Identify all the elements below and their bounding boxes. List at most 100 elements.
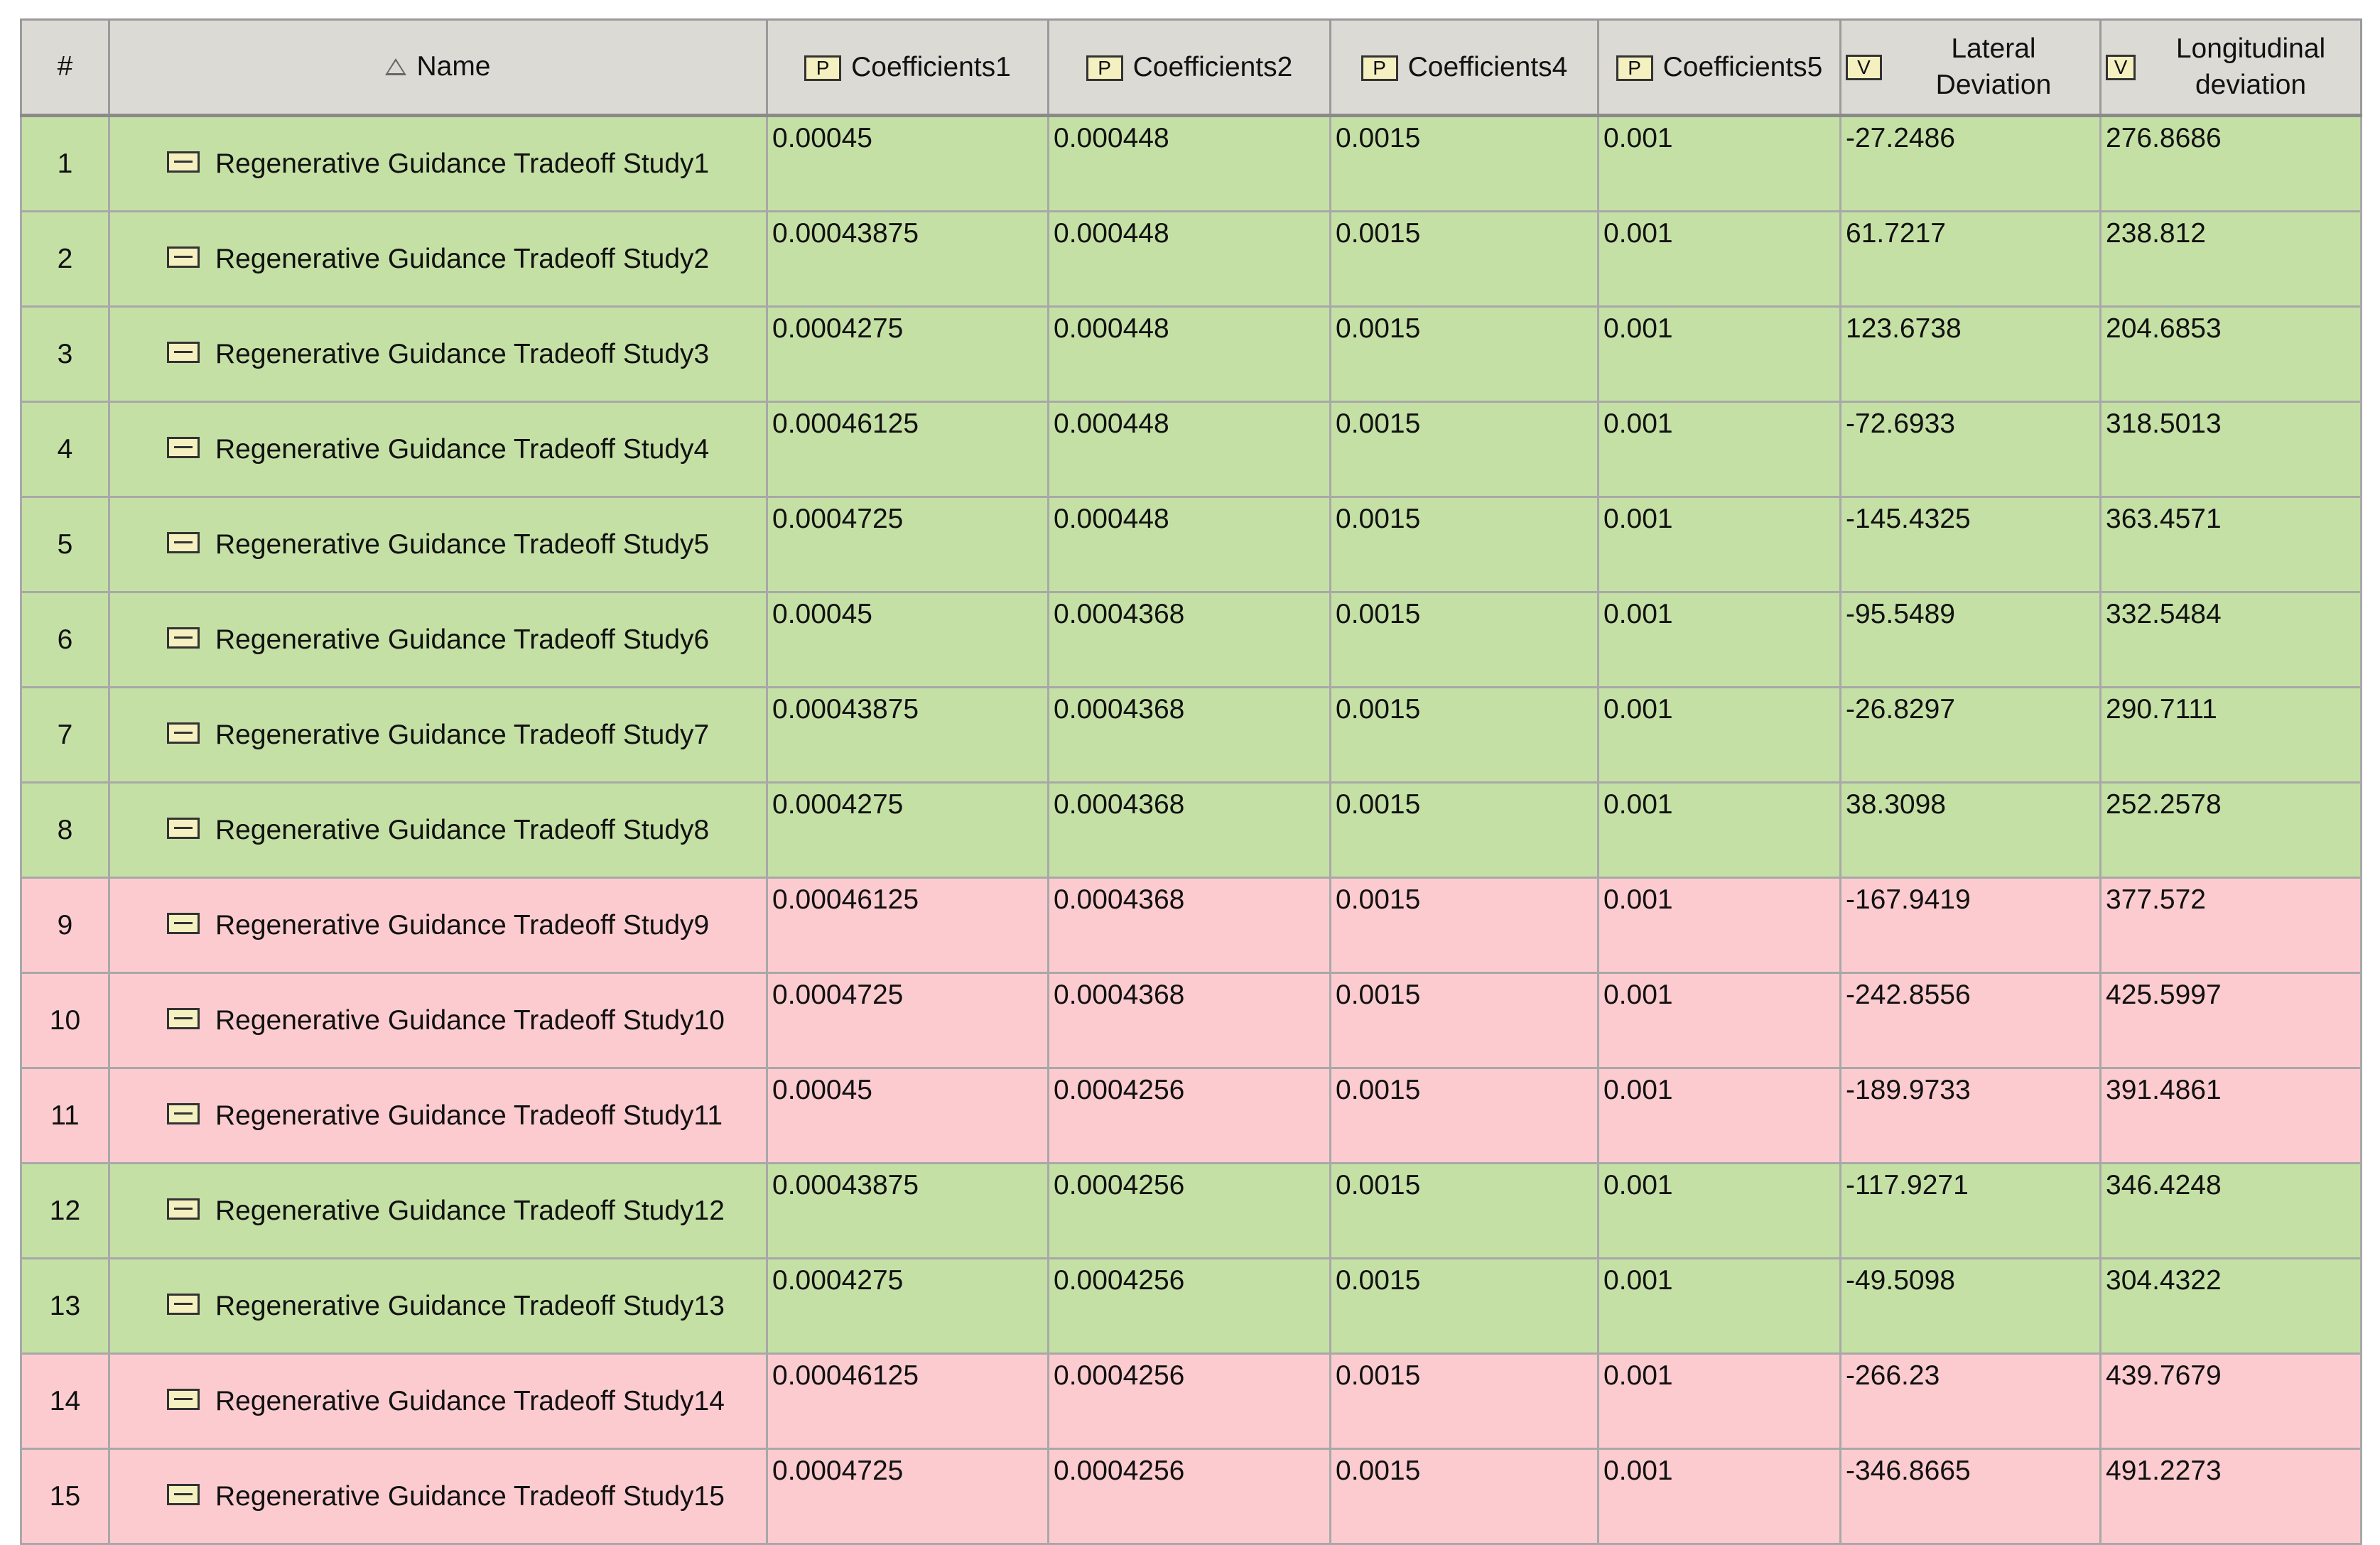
row-name: Regenerative Guidance Tradeoff Study7 (108, 686, 768, 784)
row-name: Regenerative Guidance Tradeoff Study4 (108, 401, 768, 498)
value-cell: 0.0004275 (766, 305, 1049, 403)
table-row[interactable]: 8 Regenerative Guidance Tradeoff Study8 0.… (20, 781, 2362, 879)
row-name: Regenerative Guidance Tradeoff Study2 (108, 210, 768, 308)
table-row[interactable]: 11 Regenerative Guidance Tradeoff Study11… (20, 1067, 2362, 1164)
row-number: 13 (20, 1257, 110, 1355)
table-row[interactable]: 15 Regenerative Guidance Tradeoff Study15… (20, 1448, 2362, 1545)
name-text: Regenerative Guidance Tradeoff Study6 (215, 624, 710, 655)
value-cell: 61.7217 (1839, 210, 2102, 308)
table-row[interactable]: 14 Regenerative Guidance Tradeoff Study14… (20, 1352, 2362, 1450)
table-row[interactable]: 7 Regenerative Guidance Tradeoff Study7 0.… (20, 686, 2362, 784)
value-cell: -145.4325 (1839, 496, 2102, 593)
value-cell: 0.00043875 (766, 210, 1049, 308)
value-cell: 318.5013 (2099, 401, 2362, 498)
column-header[interactable]: V Lateral Deviation (1839, 18, 2102, 117)
value-cell: 0.0015 (1329, 114, 1599, 212)
value-cell: 346.4248 (2099, 1162, 2362, 1259)
value-cell: -95.5489 (1839, 591, 2102, 688)
row-name: Regenerative Guidance Tradeoff Study9 (108, 877, 768, 974)
value-cell: 0.001 (1597, 877, 1841, 974)
row-icon (167, 1103, 200, 1125)
name-text: Regenerative Guidance Tradeoff Study1 (215, 148, 710, 179)
table-row[interactable]: 1 Regenerative Guidance Tradeoff Study1 0.… (20, 114, 2362, 212)
name-text: Regenerative Guidance Tradeoff Study14 (215, 1385, 725, 1416)
row-number: 12 (20, 1162, 110, 1259)
value-cell: 0.000448 (1047, 496, 1331, 593)
value-cell: 0.0004725 (766, 972, 1049, 1069)
value-cell: 0.0004256 (1047, 1067, 1331, 1164)
row-name: Regenerative Guidance Tradeoff Study14 (108, 1352, 768, 1450)
value-cell: 0.001 (1597, 401, 1841, 498)
column-header[interactable]: P Coefficients5 (1597, 18, 1841, 117)
value-cell: 0.0004368 (1047, 591, 1331, 688)
value-cell: -266.23 (1839, 1352, 2102, 1450)
value-cell: 238.812 (2099, 210, 2362, 308)
name-text: Regenerative Guidance Tradeoff Study11 (215, 1100, 723, 1131)
value-cell: 0.0015 (1329, 210, 1599, 308)
table-row[interactable]: 3 Regenerative Guidance Tradeoff Study3 0.… (20, 305, 2362, 403)
value-cell: 38.3098 (1839, 781, 2102, 879)
value-cell: 0.0015 (1329, 1067, 1599, 1164)
header-row: # Name P Coefficients1 P Coefficients2 P Coeffi… (20, 18, 2362, 117)
value-cell: 304.4322 (2099, 1257, 2362, 1355)
row-icon (167, 1484, 200, 1506)
value-cell: 0.000448 (1047, 114, 1331, 212)
row-number: 11 (20, 1067, 110, 1164)
value-cell: 0.001 (1597, 591, 1841, 688)
header-content: V Longitudinal deviation (2106, 31, 2356, 103)
value-cell: 0.0004275 (766, 781, 1049, 879)
header-label: Coefficients4 (1407, 52, 1568, 83)
row-name: Regenerative Guidance Tradeoff Study10 (108, 972, 768, 1069)
header-content: P Coefficients5 (1616, 50, 1822, 86)
table-row[interactable]: 13 Regenerative Guidance Tradeoff Study13… (20, 1257, 2362, 1355)
column-header[interactable]: # (20, 18, 110, 117)
value-cell: 491.2273 (2099, 1448, 2362, 1545)
column-header[interactable]: V Longitudinal deviation (2099, 18, 2362, 117)
value-cell: 0.000448 (1047, 401, 1331, 498)
value-cell: 0.0004368 (1047, 686, 1331, 784)
table-row[interactable]: 6 Regenerative Guidance Tradeoff Study6 0.… (20, 591, 2362, 688)
value-cell: 123.6738 (1839, 305, 2102, 403)
column-icon: V (2106, 54, 2136, 80)
column-header[interactable]: P Coefficients4 (1329, 18, 1599, 117)
value-cell: 0.00043875 (766, 1162, 1049, 1259)
table-body: 1 Regenerative Guidance Tradeoff Study1 0.… (20, 114, 2362, 1545)
value-cell: -167.9419 (1839, 877, 2102, 974)
row-number: 5 (20, 496, 110, 593)
value-cell: 0.0015 (1329, 972, 1599, 1069)
value-cell: 0.000448 (1047, 210, 1331, 308)
table-row[interactable]: 10 Regenerative Guidance Tradeoff Study10… (20, 972, 2362, 1069)
name-text: Regenerative Guidance Tradeoff Study5 (215, 528, 710, 560)
value-cell: 0.001 (1597, 1162, 1841, 1259)
value-cell: 0.00046125 (766, 401, 1049, 498)
row-name: Regenerative Guidance Tradeoff Study15 (108, 1448, 768, 1545)
value-cell: 0.0015 (1329, 877, 1599, 974)
table-row[interactable]: 4 Regenerative Guidance Tradeoff Study4 0.… (20, 401, 2362, 498)
table-row[interactable]: 9 Regenerative Guidance Tradeoff Study9 0.… (20, 877, 2362, 974)
value-cell: 0.0004725 (766, 496, 1049, 593)
header-content: Name (385, 49, 491, 85)
row-name: Regenerative Guidance Tradeoff Study1 (108, 114, 768, 212)
table-row[interactable]: 12 Regenerative Guidance Tradeoff Study12… (20, 1162, 2362, 1259)
value-cell: 290.7111 (2099, 686, 2362, 784)
row-icon (167, 437, 200, 459)
column-header[interactable]: Name (108, 18, 768, 117)
name-text: Regenerative Guidance Tradeoff Study7 (215, 719, 710, 750)
value-cell: -189.9733 (1839, 1067, 2102, 1164)
header-label: Longitudinal deviation (2175, 33, 2326, 100)
row-number: 15 (20, 1448, 110, 1545)
value-cell: -117.9271 (1839, 1162, 2102, 1259)
row-number: 1 (20, 114, 110, 212)
table-row[interactable]: 2 Regenerative Guidance Tradeoff Study2 0.… (20, 210, 2362, 308)
table-row[interactable]: 5 Regenerative Guidance Tradeoff Study5 0.… (20, 496, 2362, 593)
header-content: P Coefficients1 (804, 50, 1011, 86)
header-content: # (58, 49, 73, 85)
column-header[interactable]: P Coefficients2 (1047, 18, 1331, 117)
row-number: 8 (20, 781, 110, 879)
name-text: Regenerative Guidance Tradeoff Study2 (215, 243, 710, 274)
name-text: Regenerative Guidance Tradeoff Study13 (215, 1290, 725, 1321)
page: # Name P Coefficients1 P Coefficients2 P Coeffi… (20, 18, 2362, 1545)
row-name: Regenerative Guidance Tradeoff Study11 (108, 1067, 768, 1164)
column-header[interactable]: P Coefficients1 (766, 18, 1049, 117)
row-name: Regenerative Guidance Tradeoff Study6 (108, 591, 768, 688)
